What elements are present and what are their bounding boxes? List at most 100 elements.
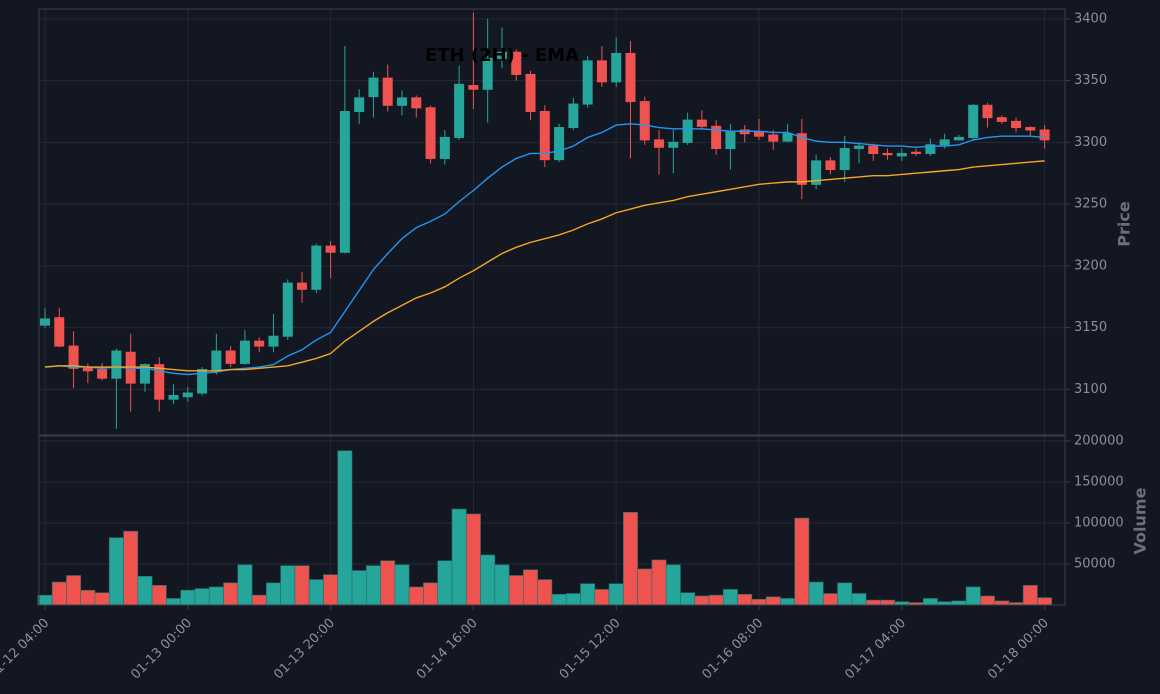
volume-frame — [38, 435, 1066, 606]
candle-body — [254, 340, 265, 347]
candle-body — [1011, 120, 1022, 129]
candle-body — [168, 394, 179, 400]
candle-body — [939, 139, 950, 146]
volume-bar — [837, 582, 853, 606]
volume-bar — [865, 599, 881, 606]
candle-body — [596, 60, 607, 83]
candle-body — [339, 110, 350, 253]
y-tick-label: 3200 — [1074, 258, 1107, 273]
candle-body — [325, 245, 336, 253]
volume-bar — [822, 593, 838, 606]
volume-bar — [123, 530, 139, 606]
volume-bar — [137, 575, 153, 606]
volume-bar — [794, 517, 810, 606]
candle-body — [668, 141, 679, 148]
candle-body — [654, 139, 665, 148]
volume-bar — [623, 511, 638, 606]
candle-body — [868, 145, 879, 154]
ema-line — [44, 160, 1045, 372]
candle-body — [225, 350, 236, 364]
candle-body — [725, 130, 736, 150]
volume-bar — [437, 560, 453, 606]
volume-bar — [608, 583, 624, 606]
candle-body — [1025, 127, 1036, 131]
y-tick-label: 3400 — [1074, 11, 1107, 26]
candle-body — [911, 151, 922, 154]
volume-tick-label: 50000 — [1074, 556, 1115, 571]
candle-body — [468, 85, 479, 90]
candle-body — [953, 136, 964, 141]
volume-bar — [66, 575, 81, 606]
candle-body — [754, 131, 764, 137]
volume-bar — [323, 574, 339, 606]
volume-bar — [665, 564, 681, 606]
volume-bar — [94, 592, 110, 606]
candle-body — [768, 134, 779, 142]
candle-body — [611, 52, 622, 83]
candle-body — [968, 104, 979, 138]
candle-body — [197, 369, 208, 394]
volume-bar — [980, 595, 995, 606]
ema-line — [44, 123, 1045, 376]
volume-bar — [922, 598, 938, 606]
volume-bar — [751, 598, 767, 606]
volume-bar — [994, 600, 1010, 606]
volume-bar — [465, 513, 481, 606]
volume-bar — [680, 592, 696, 606]
volume-tick-label: 150000 — [1074, 474, 1124, 489]
volume-bar — [851, 593, 867, 606]
volume-bar — [180, 589, 196, 606]
candle-body — [882, 152, 893, 156]
candle-body — [696, 119, 707, 127]
volume-tick-label: 100000 — [1074, 515, 1124, 530]
candle-body — [54, 317, 65, 347]
candle-body — [454, 83, 465, 138]
volume-bar — [351, 570, 367, 606]
candle-body — [211, 350, 222, 371]
y-tick-label: 3150 — [1074, 320, 1107, 335]
volume-bar — [965, 586, 981, 606]
volume-bar — [251, 594, 267, 606]
volume-bar — [80, 589, 96, 606]
volume-tick-label: 200000 — [1074, 433, 1124, 448]
candle-body — [311, 245, 322, 290]
volume-bar — [551, 594, 567, 606]
candle-body — [982, 104, 993, 119]
volume-bar — [1037, 597, 1053, 606]
volume-bar — [880, 599, 895, 606]
volume-bar — [394, 564, 410, 606]
candle-body — [811, 160, 822, 185]
volume-bar — [166, 598, 181, 606]
price-frame — [38, 8, 1066, 436]
candle-body — [996, 117, 1007, 122]
volume-bar — [480, 554, 496, 606]
candle-body — [68, 345, 79, 369]
volume-bar — [508, 575, 524, 606]
candle-body — [896, 152, 907, 157]
candle-body — [539, 110, 550, 161]
candle-body — [825, 160, 836, 171]
candle-body — [111, 350, 122, 379]
volume-bar — [266, 582, 281, 606]
volume-bar — [708, 594, 724, 606]
candle-body — [411, 97, 422, 109]
volume-bar — [765, 596, 781, 606]
volume-bar — [151, 585, 167, 606]
volume-bar — [651, 559, 667, 606]
volume-axis-title: Volume — [1131, 487, 1150, 554]
volume-bar — [780, 598, 795, 606]
volume-bar — [365, 565, 381, 606]
volume-bar — [494, 564, 510, 606]
volume-bar — [108, 537, 124, 606]
volume-bar — [308, 579, 324, 606]
volume-bar — [37, 594, 53, 606]
candle-body — [525, 73, 536, 112]
volume-bar — [737, 594, 753, 606]
candle-body — [397, 97, 407, 106]
volume-bar — [580, 583, 596, 606]
volume-bar — [194, 588, 210, 606]
volume-bar — [808, 581, 824, 606]
candle-body — [182, 392, 193, 398]
candle-body — [625, 52, 636, 103]
